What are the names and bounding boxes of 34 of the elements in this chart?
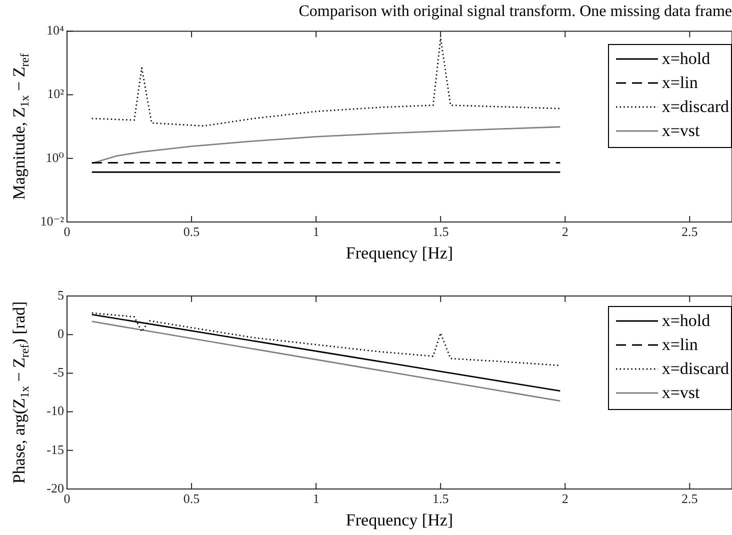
x-tick-label: 1.5 — [432, 224, 449, 240]
legend-label: x=discard — [662, 358, 729, 380]
legend-label: x=vst — [662, 120, 700, 142]
x-tick-label: 2.5 — [682, 224, 698, 240]
y-tick-label: 10⁻² — [40, 213, 64, 228]
y-tick-label: -15 — [46, 442, 64, 457]
y-tick-label: -20 — [46, 480, 64, 496]
x-tick-label: 0.5 — [183, 491, 200, 506]
x-axis-title: Frequency [Hz] — [346, 510, 454, 530]
legend-label: x=lin — [662, 334, 698, 356]
chart-title: Comparison with original signal transform. One missing data frame — [298, 2, 732, 20]
y-tick-label: 10⁴ — [46, 22, 64, 38]
legend-label: x=hold — [662, 310, 710, 332]
line-series — [91, 38, 561, 127]
legend-label: x=discard — [662, 96, 729, 118]
x-tick-label: 1 — [312, 491, 320, 506]
x-tick-label: 2 — [562, 491, 568, 506]
x-tick-label: 1 — [312, 224, 320, 240]
x-tick-label: 2 — [562, 224, 568, 240]
y-tick-label: 10⁰ — [46, 150, 64, 165]
y-tick-label: 5 — [58, 287, 64, 302]
x-tick-label: 2.5 — [682, 491, 698, 506]
x-axis-title: Frequency [Hz] — [346, 243, 454, 262]
legend-label: x=lin — [662, 72, 698, 94]
y-axis-title: Phase, arg(Z1x − Zref) [rad] — [9, 301, 32, 484]
y-axis-title: Magnitude, Z1x − Zref — [9, 53, 32, 200]
legend-label: x=hold — [662, 48, 710, 70]
x-tick-label: 1.5 — [432, 491, 449, 506]
legend-label: x=vst — [662, 382, 700, 404]
y-tick-label: 10² — [47, 86, 64, 102]
y-tick-label: 0 — [58, 326, 64, 342]
y-tick-label: -10 — [46, 403, 64, 418]
y-tick-label: -5 — [53, 364, 64, 380]
x-tick-label: 0.5 — [183, 224, 200, 240]
